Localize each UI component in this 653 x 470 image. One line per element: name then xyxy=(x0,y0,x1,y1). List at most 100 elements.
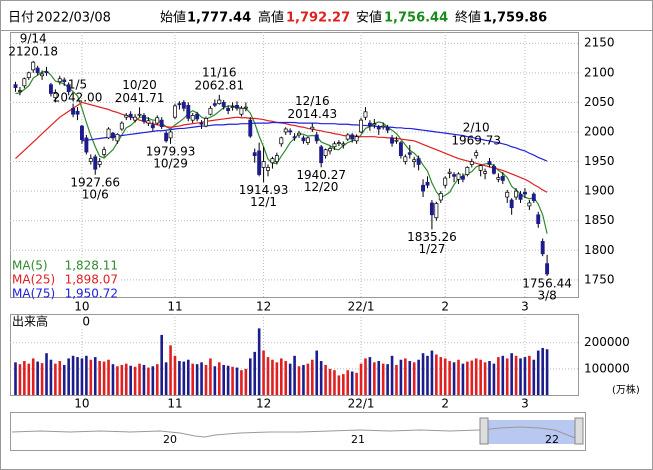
volume-bar xyxy=(89,359,93,395)
volume-bar xyxy=(346,370,350,395)
legend-box xyxy=(11,259,119,296)
volume-bar xyxy=(147,367,150,395)
open: 1,777.44 xyxy=(187,11,251,26)
navigator-handle-right[interactable] xyxy=(574,417,584,445)
volume-bar xyxy=(62,364,66,395)
candle-body xyxy=(359,119,363,133)
volume-bar xyxy=(421,353,425,395)
volume-bar xyxy=(510,353,513,395)
volume-bar xyxy=(536,350,540,395)
volume-bar xyxy=(120,364,124,395)
candle-body xyxy=(119,122,124,130)
legend-name: MA(5) xyxy=(12,259,48,273)
candle-body xyxy=(460,175,465,180)
navigator-handle-left[interactable] xyxy=(479,417,489,445)
candle-body xyxy=(186,104,191,119)
candle-body xyxy=(288,130,293,133)
candle-body xyxy=(84,137,89,153)
x-tick-label: 2 xyxy=(441,300,449,314)
annotation-price: 1835.26 xyxy=(407,230,457,244)
volume-bar xyxy=(27,363,31,395)
volume-bar xyxy=(381,363,385,395)
candle-body xyxy=(173,105,177,118)
volume-bar xyxy=(364,358,367,395)
candle-body xyxy=(500,175,505,181)
volume-bar xyxy=(479,359,482,395)
volume-bar xyxy=(116,366,119,395)
candle-body xyxy=(48,84,53,94)
volume-bar xyxy=(80,358,84,395)
candle-body xyxy=(270,158,275,164)
candle-body xyxy=(159,119,164,127)
volume-bar xyxy=(426,355,429,395)
legend-value: 1,898.07 xyxy=(65,273,118,287)
candle-body xyxy=(13,84,18,88)
y-tick-label: 1900 xyxy=(584,184,615,198)
candle-body xyxy=(97,161,102,165)
x-tick-label: 3 xyxy=(521,397,529,411)
x-tick-label: 2 xyxy=(441,397,449,411)
candle-body xyxy=(128,113,133,118)
annotation-price: 1979.93 xyxy=(146,144,196,158)
volume-bar xyxy=(532,359,536,395)
volume-bar xyxy=(288,363,292,395)
volume-bar xyxy=(306,363,310,395)
volume-bar xyxy=(302,364,305,395)
high: 1,792.27 xyxy=(286,11,350,26)
volume-bar xyxy=(399,359,403,395)
volume-tick-label: 100000 xyxy=(584,361,630,375)
candle-body xyxy=(509,199,514,209)
volume-bar xyxy=(217,362,221,395)
volume-bar xyxy=(98,361,101,395)
volume-bar xyxy=(501,355,505,395)
candle-body xyxy=(102,149,107,155)
volume-bar xyxy=(297,366,301,395)
navigator[interactable] xyxy=(10,412,586,451)
x-tick-label: 10 xyxy=(74,300,89,314)
candle-body xyxy=(536,214,541,225)
volume-bar xyxy=(178,361,181,395)
volume-bar xyxy=(138,363,141,395)
candle-body xyxy=(394,139,399,142)
candle-body xyxy=(106,128,111,139)
volume-bar xyxy=(350,371,354,395)
candle-body xyxy=(341,143,346,146)
navigator-label: 20 xyxy=(163,433,177,446)
navigator-line xyxy=(11,426,576,439)
volume-bar xyxy=(226,365,230,395)
volume-bar xyxy=(448,361,451,395)
candle-body xyxy=(403,156,408,162)
candle-body xyxy=(208,107,213,115)
candle-body xyxy=(261,161,266,168)
candle-body xyxy=(199,122,204,125)
volume-bar xyxy=(404,358,407,395)
annotation-date: 10/6 xyxy=(82,187,109,201)
volume-bar xyxy=(284,361,288,395)
x-tick-label: 12 xyxy=(256,397,271,411)
volume-bar xyxy=(222,364,226,395)
navigator-window[interactable] xyxy=(487,420,577,444)
volume-bar xyxy=(151,366,155,395)
volume-bar xyxy=(505,358,509,395)
volume-bar xyxy=(417,359,420,395)
candle-body xyxy=(133,116,138,121)
volume-bar xyxy=(324,364,327,395)
volume-bar xyxy=(231,366,234,395)
volume-current: 0 xyxy=(82,315,90,329)
volume-bar xyxy=(373,362,376,395)
candle-body xyxy=(195,113,200,120)
candle-body xyxy=(257,150,262,175)
volume-bar xyxy=(173,355,177,395)
candle-body xyxy=(434,203,439,219)
legend-name: MA(25) xyxy=(12,273,55,287)
x-tick-label: 22/1 xyxy=(348,300,375,314)
y-tick-label: 1950 xyxy=(584,154,615,168)
candle-body xyxy=(518,193,523,200)
candle-body xyxy=(190,115,195,121)
candle-body xyxy=(478,165,483,171)
volume-bar xyxy=(14,362,17,395)
candle-body xyxy=(376,126,381,130)
volume-bar xyxy=(54,363,57,395)
volume-bar xyxy=(319,361,323,395)
